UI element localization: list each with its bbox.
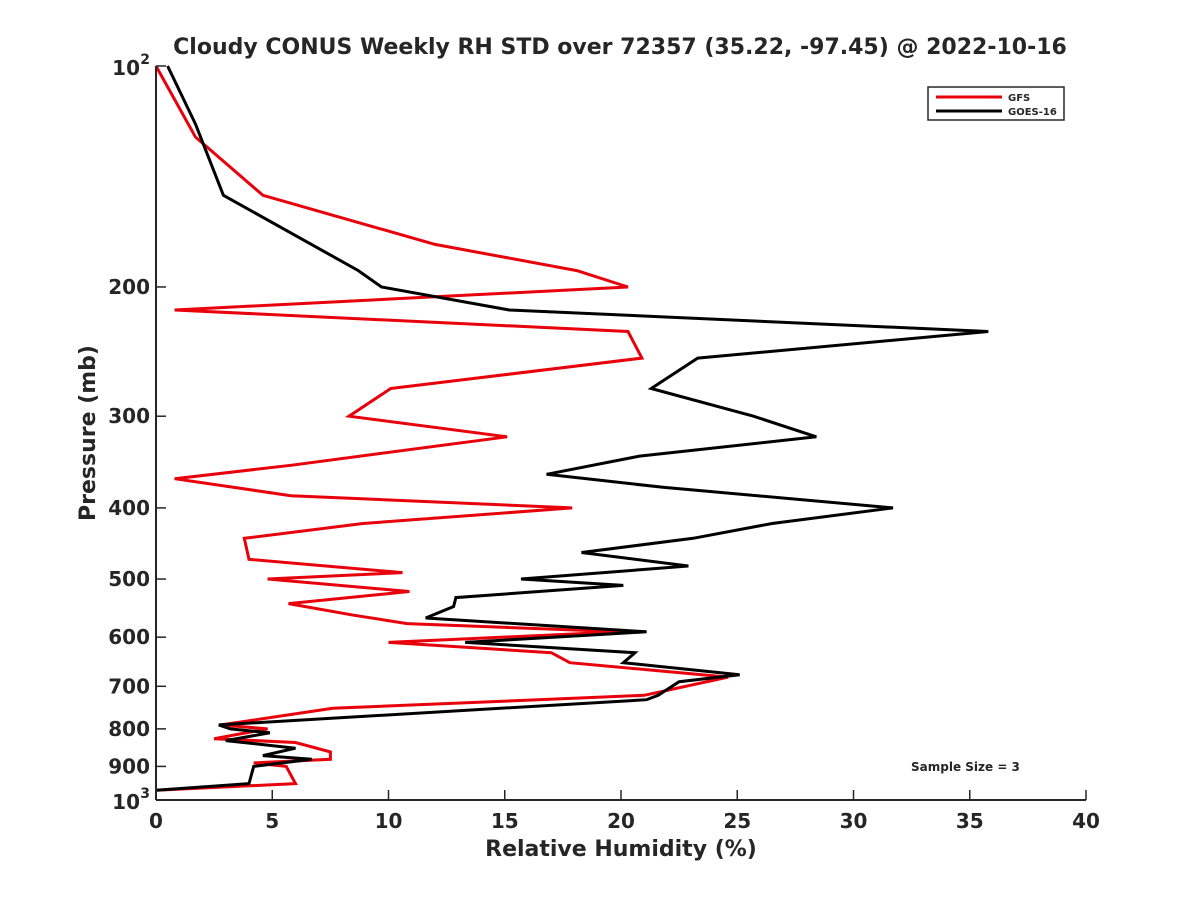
y-tick-label: 800	[108, 717, 150, 741]
plot-lines	[154, 65, 989, 792]
legend: GFS GOES-16	[927, 86, 1065, 121]
x-ticks: 0 5 10 15 20 25 30 35 40	[149, 790, 1100, 833]
y-tick-label: 210	[112, 52, 150, 80]
y-tick-label: 500	[108, 567, 150, 591]
x-tick-label: 10	[375, 809, 403, 833]
x-tick-label: 20	[607, 809, 635, 833]
y-tick-label: 200	[108, 275, 150, 299]
y-tick-exponent: 3	[140, 786, 150, 802]
y-tick-label: 700	[108, 674, 150, 698]
x-tick-label: 5	[265, 809, 279, 833]
x-tick-label: 0	[149, 809, 163, 833]
x-tick-label: 30	[840, 809, 868, 833]
y-tick-label: 400	[108, 496, 150, 520]
series-line-gfs	[154, 65, 729, 792]
x-tick-label: 25	[723, 809, 751, 833]
y-tick-base: 10	[112, 56, 140, 80]
y-tick-base: 10	[112, 790, 140, 814]
series-line-goes16	[155, 65, 989, 792]
x-axis-label: Relative Humidity (%)	[485, 837, 757, 862]
x-tick-label: 40	[1072, 809, 1100, 833]
y-tick-label: 300	[108, 404, 150, 428]
legend-box	[927, 86, 1065, 121]
legend-label-gfs: GFS	[1008, 93, 1030, 104]
y-axis-label: Pressure (mb)	[76, 345, 101, 521]
chart-title: Cloudy CONUS Weekly RH STD over 72357 (3…	[173, 35, 1067, 60]
legend-label-goes16: GOES-16	[1008, 107, 1057, 118]
x-tick-label: 35	[956, 809, 984, 833]
x-tick-label: 15	[491, 809, 519, 833]
y-tick-label: 900	[108, 754, 150, 778]
y-tick-exponent: 2	[140, 52, 150, 68]
y-tick-label: 600	[108, 625, 150, 649]
y-tick-label: 310	[112, 786, 150, 814]
sample-size-annotation: Sample Size = 3	[911, 760, 1020, 774]
